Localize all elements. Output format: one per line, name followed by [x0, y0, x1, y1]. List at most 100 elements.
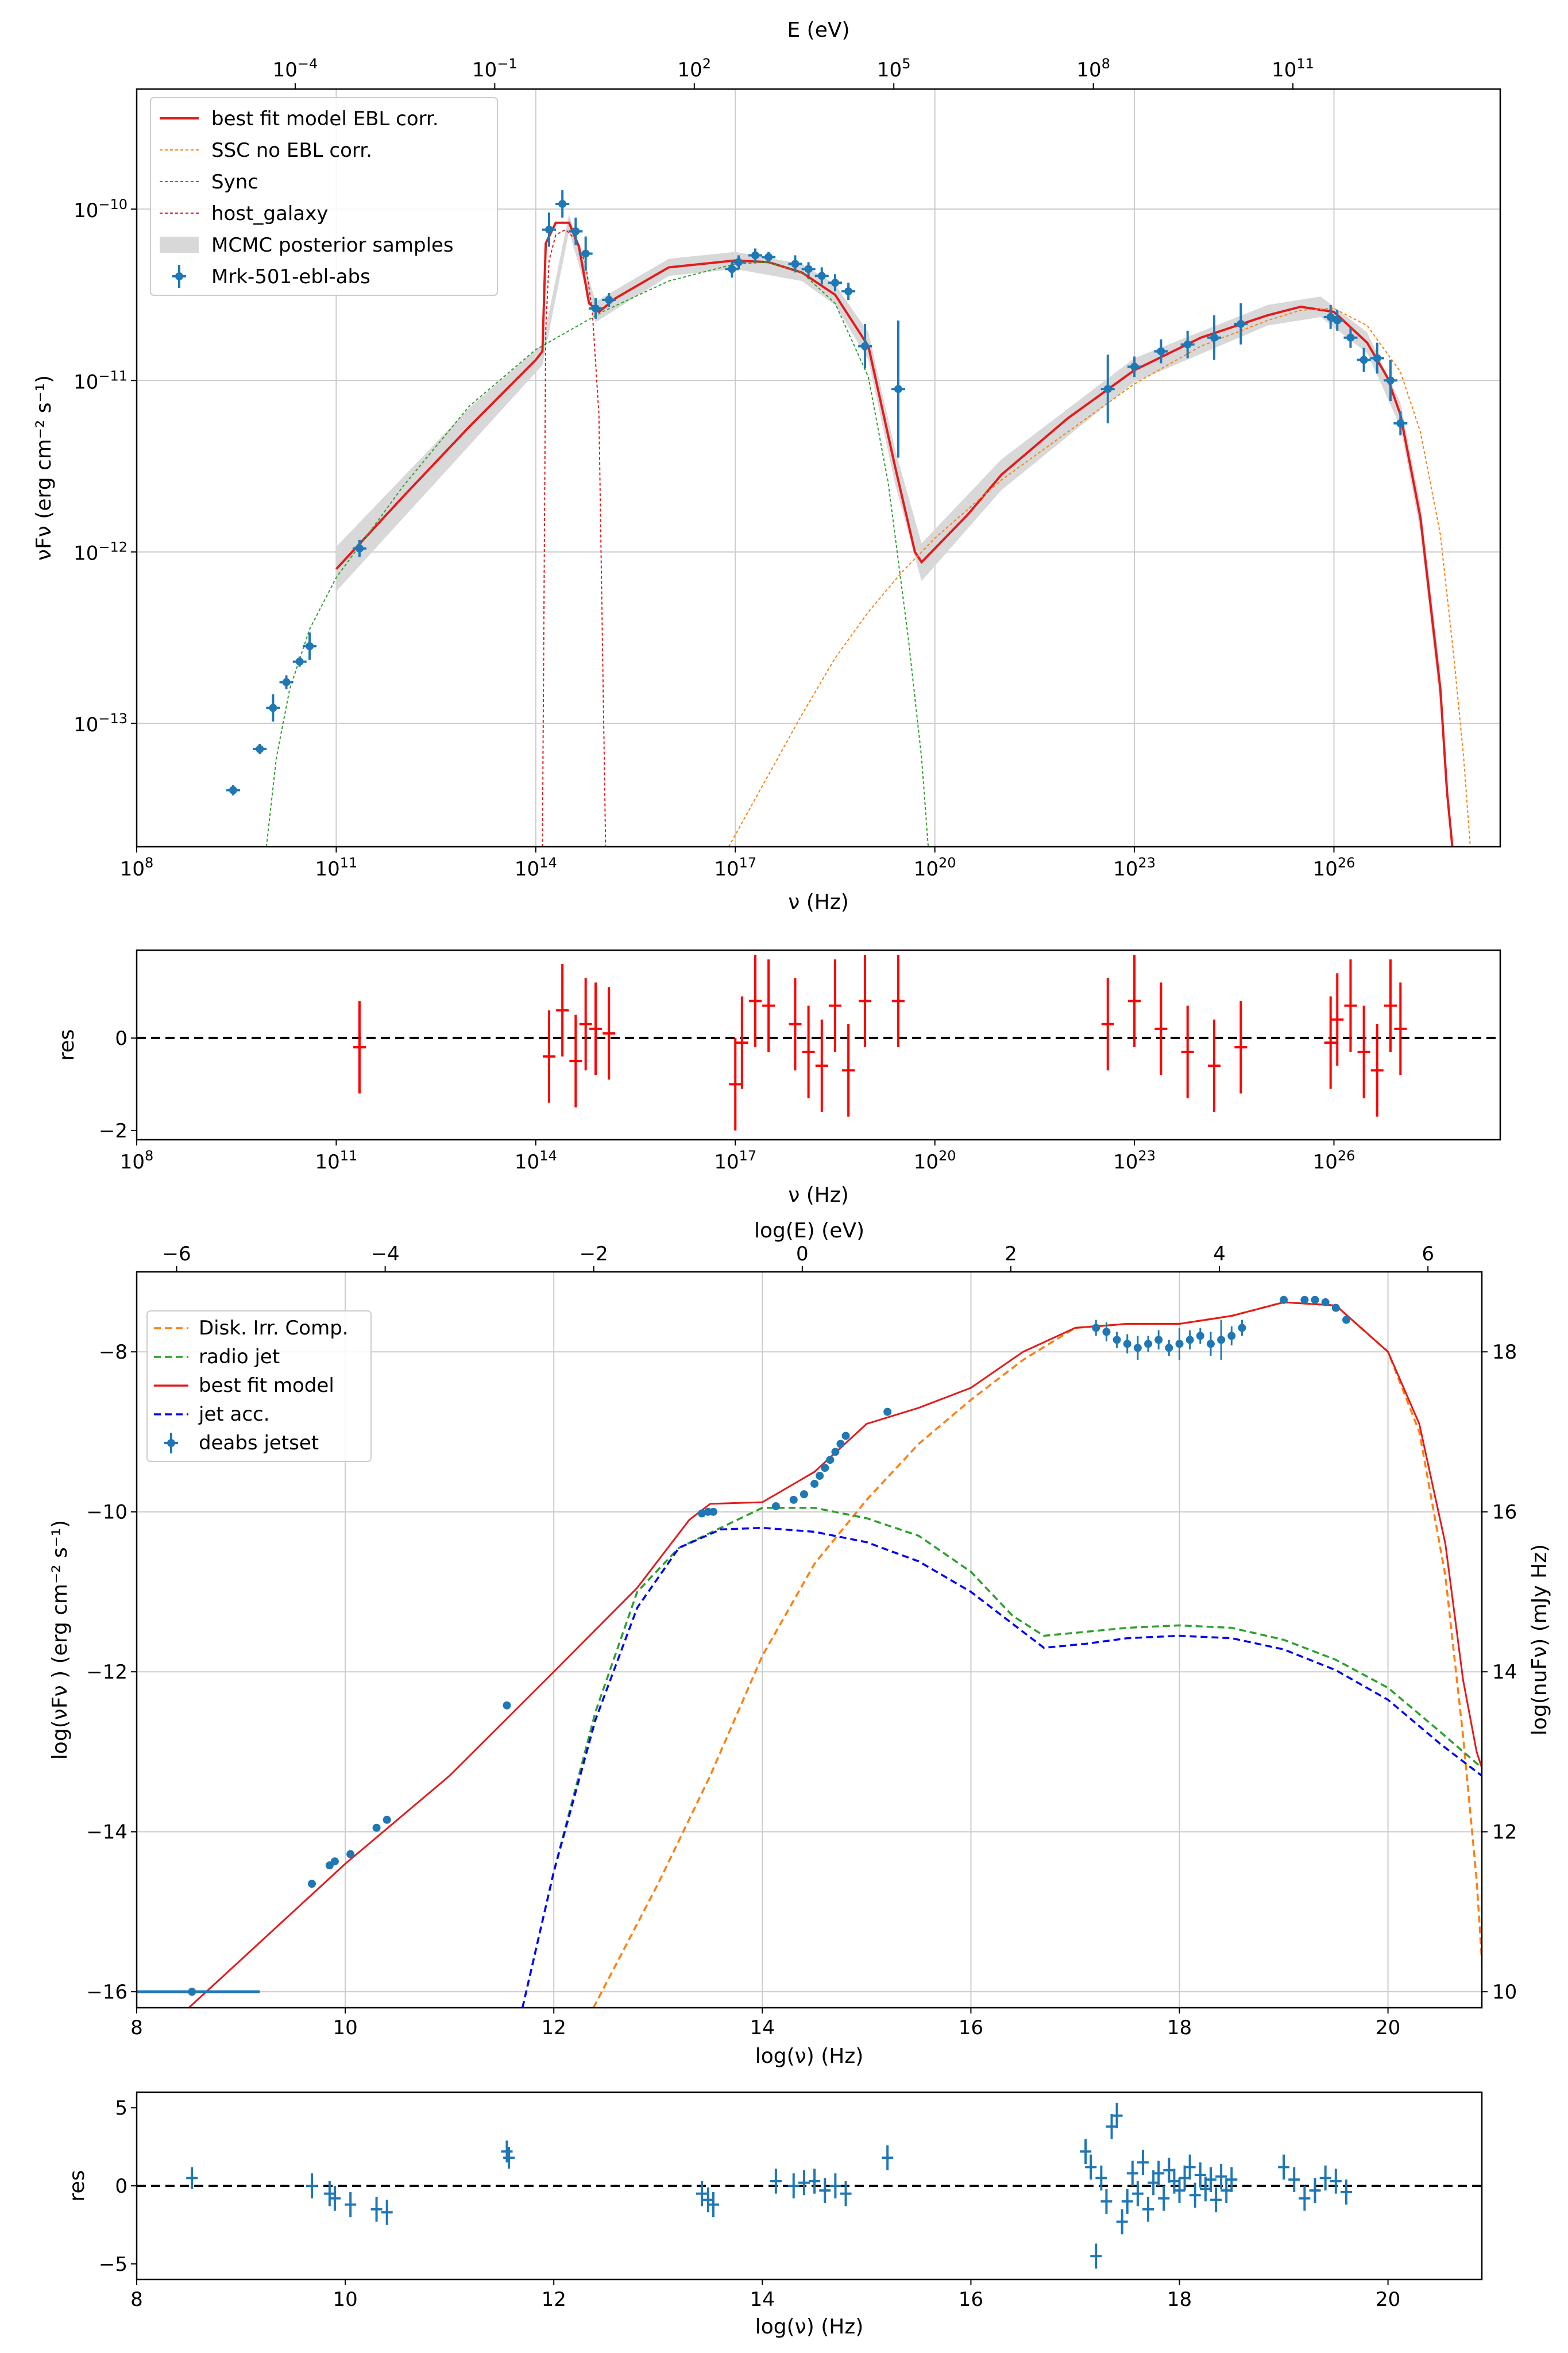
x-tick-label-exp: 20: [939, 855, 956, 871]
x-tick-label: 1011: [315, 855, 358, 881]
legend-label: Sync: [211, 171, 258, 194]
res-x-tick-label-exp: 23: [1138, 1148, 1156, 1164]
data-point: [817, 272, 826, 280]
right-tick-label: 18: [1492, 1341, 1517, 1364]
x-tick-label: 18: [1167, 2016, 1192, 2039]
y-tick-label-base: 10: [74, 199, 98, 222]
data-point: [816, 1472, 824, 1480]
legend-swatch-point: [175, 272, 183, 280]
data-point: [821, 1464, 829, 1472]
data-point: [355, 544, 364, 553]
data-point: [1157, 347, 1165, 356]
series-line-0: [592, 1301, 1482, 2008]
plot-area-1: [226, 190, 1471, 847]
data-point: [1133, 1344, 1142, 1352]
x-tick-label: 20: [1376, 2016, 1400, 2039]
data-point: [1154, 1336, 1163, 1344]
y-tick-label-exp: −12: [98, 539, 128, 556]
res-x-tick-label: 1014: [515, 1148, 557, 1174]
x-tick-label: 1023: [1113, 855, 1156, 881]
data-point: [735, 258, 743, 267]
res-x-tick-label: 16: [959, 2288, 983, 2311]
mcmc-band: [336, 214, 1440, 707]
top-tick-label: 2: [1005, 1243, 1017, 1266]
series-line-2: [188, 1301, 1482, 2008]
x-tick-label: 12: [542, 2016, 566, 2039]
data-point: [592, 304, 600, 313]
res-y-tick-label: 0: [115, 2175, 128, 2198]
series-line-1: [521, 1507, 1482, 2008]
res-x-tick-label: 8: [130, 2288, 143, 2311]
right-tick-label: 14: [1492, 1661, 1517, 1684]
data-point: [1183, 340, 1192, 349]
data-point: [751, 251, 759, 260]
y-axis-label: log(νFν ) (erg cm⁻² s⁻¹): [48, 1520, 72, 1760]
data-point: [789, 1495, 798, 1504]
x-tick-label-exp: 17: [739, 855, 757, 871]
top-tick-label: 0: [796, 1243, 809, 1266]
res-x-tick-label-base: 10: [120, 1151, 145, 1174]
res-y-tick-label: −2: [99, 1120, 128, 1143]
legend-box: [146, 1310, 372, 1462]
data-point: [1373, 354, 1381, 362]
legend-swatch-point: [167, 1439, 175, 1447]
series-line-0: [335, 221, 1454, 847]
res-x-tick-label: 1011: [315, 1148, 358, 1174]
y-tick-label: 10−11: [74, 368, 128, 394]
x-tick-label-base: 10: [914, 858, 939, 881]
x-tick-label-exp: 26: [1338, 855, 1355, 871]
legend-swatch-band: [160, 237, 199, 253]
data-point: [1280, 1295, 1288, 1304]
right-axis-label: log(nuFν) (mJy Hz): [1528, 1544, 1551, 1735]
data-point: [372, 1823, 381, 1832]
x-tick-label: 8: [130, 2016, 143, 2039]
right-tick-label: 12: [1492, 1821, 1517, 1844]
data-point: [709, 1507, 717, 1516]
data-point: [1346, 333, 1355, 342]
data-point: [1238, 1324, 1246, 1332]
x-tick-label-base: 10: [1313, 858, 1338, 881]
data-point: [229, 786, 237, 794]
data-point: [1103, 385, 1112, 394]
data-point: [1300, 1295, 1309, 1304]
y-tick-label: 10−10: [74, 196, 128, 222]
top-tick-label-base: 10: [678, 59, 702, 82]
res-x-tick-label-exp: 26: [1338, 1148, 1355, 1164]
y-tick-label-exp: −11: [98, 368, 128, 384]
legend-box: [150, 97, 498, 296]
data-point: [188, 1988, 196, 1996]
top-tick-label-base: 10: [273, 59, 298, 82]
res-x-tick-label-exp: 11: [340, 1148, 358, 1164]
top-tick-label: 10−1: [472, 56, 517, 82]
data-point: [1326, 313, 1335, 321]
legend-label: best fit model EBL corr.: [211, 107, 439, 130]
data-point: [1321, 1298, 1330, 1306]
data-point: [282, 678, 291, 686]
data-point: [306, 642, 314, 650]
y-tick-label: −14: [86, 1821, 128, 1844]
top-tick-label-exp: 5: [902, 56, 910, 72]
res-y-axis-label: res: [65, 2170, 89, 2202]
data-point: [728, 265, 736, 273]
x-tick-label: 1014: [515, 855, 557, 881]
data-point: [1165, 1344, 1173, 1352]
data-point: [503, 1701, 511, 1710]
legend-label: deabs jetset: [199, 1432, 319, 1455]
y-tick-label: −8: [99, 1341, 128, 1364]
data-point: [346, 1850, 355, 1858]
legend-label: SSC no EBL corr.: [211, 139, 372, 162]
y-tick-label-base: 10: [74, 713, 98, 736]
data-point: [1386, 376, 1395, 385]
x-tick-label-base: 10: [515, 858, 539, 881]
data-point: [1217, 1336, 1226, 1344]
res-x-tick-label: 1026: [1313, 1148, 1355, 1174]
x-tick-label-base: 10: [315, 858, 340, 881]
axes-frame-3: [136, 1271, 1483, 2009]
data-point: [581, 249, 590, 258]
legend-label: Mrk-501-ebl-abs: [211, 265, 370, 288]
data-point: [269, 704, 277, 712]
data-point: [558, 199, 567, 208]
x-tick-label: 16: [959, 2016, 983, 2039]
res-x-tick-label-base: 10: [914, 1151, 939, 1174]
top-tick-label-exp: −4: [298, 56, 318, 72]
